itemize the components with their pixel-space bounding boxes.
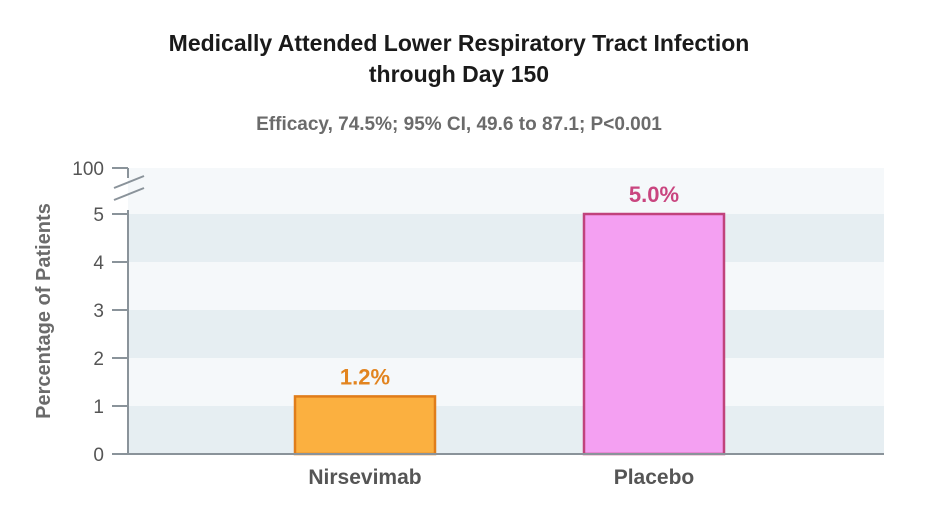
- bar-nirsevimab: [293, 395, 437, 456]
- y-tick-labels: 0 1 2 3 4 5 100: [72, 159, 104, 466]
- data-label-placebo: 5.0%: [629, 182, 679, 207]
- y-axis-label: Percentage of Patients: [33, 203, 55, 419]
- plot-background: [128, 168, 884, 454]
- axis-break-mark-2: [113, 187, 145, 201]
- y-tick-label-3: 3: [93, 301, 104, 322]
- y-tick-label-4: 4: [93, 253, 104, 274]
- x-category-labels: Nirsevimab Placebo: [308, 466, 694, 489]
- band-1: [128, 358, 884, 406]
- data-label-nirsevimab: 1.2%: [340, 364, 390, 389]
- chart-subtitle: Efficacy, 74.5%; 95% CI, 49.6 to 87.1; P…: [256, 114, 662, 135]
- y-tick-label-5: 5: [93, 205, 104, 226]
- band-4: [128, 214, 884, 262]
- y-tick-label-2: 2: [93, 349, 104, 370]
- bars: [293, 212, 726, 456]
- chart-title-line1: Medically Attended Lower Respiratory Tra…: [168, 30, 750, 56]
- band-0: [128, 406, 884, 454]
- y-tick-label-1: 1: [93, 397, 104, 418]
- category-label-placebo: Placebo: [614, 466, 695, 489]
- band-3: [128, 262, 884, 310]
- y-tick-label-top: 100: [72, 159, 104, 180]
- data-labels: 1.2% 5.0%: [340, 182, 679, 389]
- axis-break-mark-1: [113, 175, 145, 189]
- y-tick-label-0: 0: [93, 445, 104, 466]
- chart-title-line2: through Day 150: [368, 61, 550, 87]
- category-label-nirsevimab: Nirsevimab: [308, 466, 421, 489]
- chart-title: Medically Attended Lower Respiratory Tra…: [0, 28, 918, 90]
- band-top: [128, 168, 884, 214]
- axes: [112, 167, 884, 455]
- bar-placebo: [582, 212, 726, 456]
- band-2: [128, 310, 884, 358]
